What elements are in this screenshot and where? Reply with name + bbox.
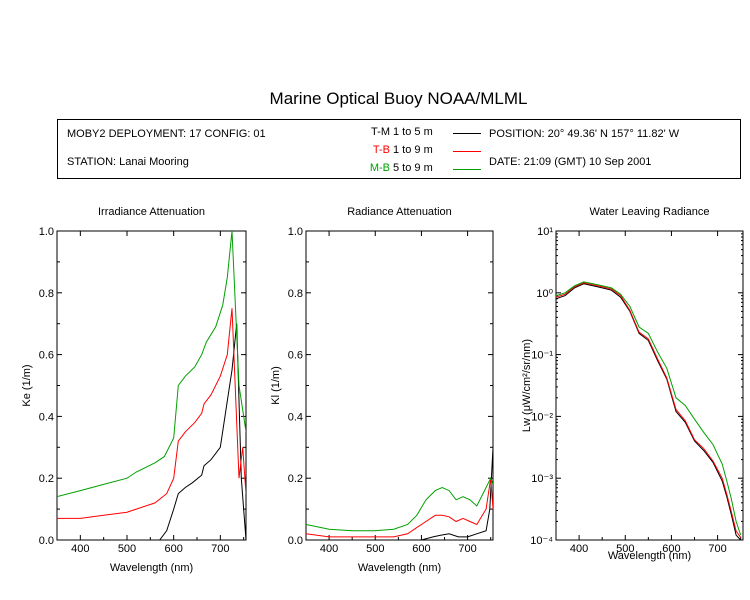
series-line-t-b xyxy=(57,308,246,519)
plot-frame xyxy=(555,230,744,541)
series-line-t-m xyxy=(556,283,742,540)
x-tick-label: 600 xyxy=(164,543,182,555)
x-tick-label: 700 xyxy=(211,543,229,555)
legend-range: 5 to 9 m xyxy=(393,162,433,174)
legend-line xyxy=(453,169,481,170)
x-tick-label: 400 xyxy=(71,543,89,555)
y-tick-label: 10⁰ xyxy=(536,288,553,300)
y-axis-label: Kl (1/m) xyxy=(270,366,282,405)
legend-line xyxy=(453,151,481,152)
x-tick-label: 600 xyxy=(412,543,430,555)
series-line-m-b xyxy=(556,281,742,536)
x-axis-label: Wavelength (nm) xyxy=(110,562,193,574)
legend-code: T-B xyxy=(372,144,390,156)
x-tick-label: 700 xyxy=(708,543,726,555)
legend-item-mb: M-B 5 to 9 m xyxy=(364,162,504,176)
y-tick-label: 0.4 xyxy=(288,411,303,423)
y-tick-label: 0.8 xyxy=(288,288,303,300)
y-tick-label: 1.0 xyxy=(39,226,54,238)
chart-title: Irradiance Attenuation xyxy=(98,206,205,218)
legend-range: 1 to 5 m xyxy=(393,126,433,138)
x-tick-label: 600 xyxy=(662,543,680,555)
series-line-t-b xyxy=(556,282,742,538)
legend-range: 1 to 9 m xyxy=(393,144,433,156)
chart-title: Water Leaving Radiance xyxy=(589,206,709,218)
plot-frame xyxy=(305,230,494,541)
info-box: MOBY2 DEPLOYMENT: 17 CONFIG: 01 STATION:… xyxy=(57,119,741,179)
chart-title: Radiance Attenuation xyxy=(347,206,452,218)
y-tick-label: 0.0 xyxy=(39,535,54,547)
x-tick-label: 500 xyxy=(118,543,136,555)
legend-item-tm: T-M 1 to 5 m xyxy=(364,126,504,140)
legend-code: M-B xyxy=(369,162,390,174)
series-line-t-m xyxy=(57,323,246,540)
x-tick-label: 500 xyxy=(616,543,634,555)
series-line-m-b xyxy=(57,231,246,498)
y-tick-label: 10¹ xyxy=(537,226,553,238)
x-axis-label: Wavelength (nm) xyxy=(358,562,441,574)
position-text: POSITION: 20° 49.36' N 157° 11.82' W xyxy=(489,128,680,140)
y-tick-label: 1.0 xyxy=(288,226,303,238)
x-tick-label: 700 xyxy=(458,543,476,555)
deployment-text: MOBY2 DEPLOYMENT: 17 CONFIG: 01 xyxy=(67,128,266,140)
y-tick-label: 10⁻² xyxy=(531,411,553,423)
plot-frame xyxy=(56,230,247,541)
series-line-t-b xyxy=(306,478,493,538)
x-tick-label: 400 xyxy=(570,543,588,555)
chart-2: Radiance Attenuation Wavelength (nm) Kl (1… xyxy=(270,206,494,574)
date-text: DATE: 21:09 (GMT) 10 Sep 2001 xyxy=(489,156,652,168)
x-tick-label: 500 xyxy=(366,543,384,555)
y-tick-label: 0.0 xyxy=(288,535,303,547)
y-axis-label: Ke (1/m) xyxy=(21,364,33,406)
chart-1: Irradiance Attenuation Wavelength (nm) Ke … xyxy=(21,206,247,574)
y-tick-label: 10⁻³ xyxy=(531,473,553,485)
y-axis-label: Lw (μW/cm²/sr/nm) xyxy=(521,339,533,432)
page-title: Marine Optical Buoy NOAA/MLML xyxy=(269,89,528,108)
station-text: STATION: Lanai Mooring xyxy=(67,156,189,168)
x-tick-label: 400 xyxy=(320,543,338,555)
chart-3: Water Leaving Radiance Wavelength (nm) Lw … xyxy=(521,206,744,562)
legend-item-tb: T-B 1 to 9 m xyxy=(364,144,504,158)
y-tick-label: 0.6 xyxy=(39,350,54,362)
series-line-t-m xyxy=(306,447,493,540)
series-line-m-b xyxy=(306,476,493,532)
y-tick-label: 0.2 xyxy=(288,473,303,485)
x-axis-label: Wavelength (nm) xyxy=(608,550,691,562)
y-tick-label: 10⁻⁴ xyxy=(530,535,553,547)
legend-line xyxy=(453,133,481,134)
y-tick-label: 0.6 xyxy=(288,350,303,362)
y-tick-label: 0.2 xyxy=(39,473,54,485)
y-tick-label: 0.4 xyxy=(39,411,54,423)
legend-code: T-M xyxy=(371,126,390,138)
y-tick-label: 0.8 xyxy=(39,288,54,300)
y-tick-label: 10⁻¹ xyxy=(531,350,553,362)
